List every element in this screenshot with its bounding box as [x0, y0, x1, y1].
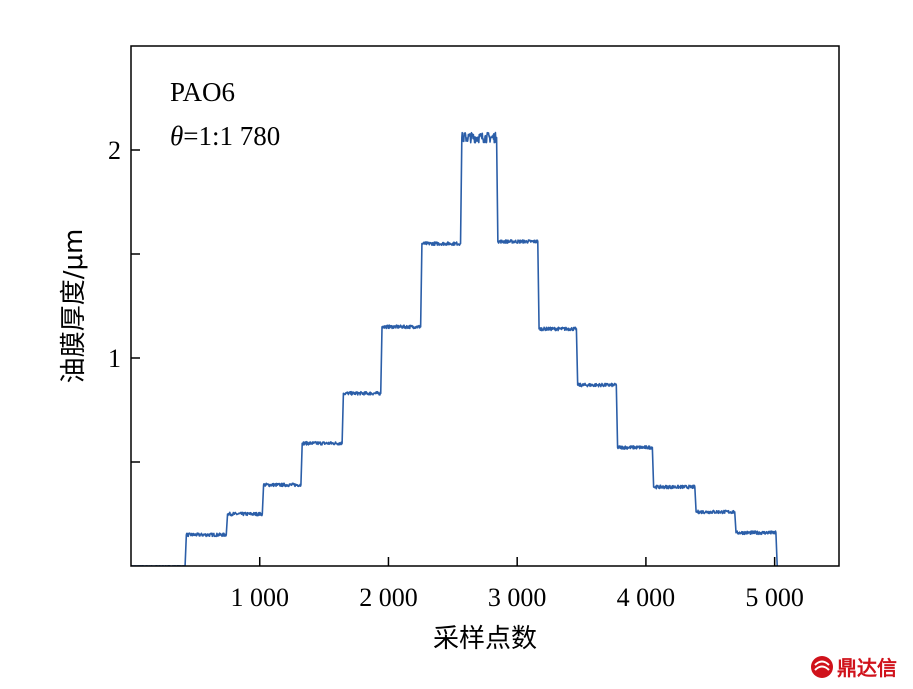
- x-tick-label: 3 000: [488, 583, 547, 612]
- watermark-text: 鼎达信: [837, 656, 897, 680]
- y-axis-label: 油膜厚度/μm: [59, 229, 89, 384]
- watermark: 鼎达信: [811, 656, 897, 680]
- series-line: [131, 131, 779, 566]
- x-tick-label: 1 000: [230, 583, 289, 612]
- x-tick-label: 2 000: [359, 583, 418, 612]
- annotation-sample: PAO6: [170, 77, 235, 107]
- y-tick-label: 2: [108, 136, 121, 165]
- x-tick-label: 4 000: [617, 583, 676, 612]
- x-tick-label: 5 000: [745, 583, 804, 612]
- x-axis: 1 000 2 000 3 000 4 000 5 000: [230, 557, 804, 612]
- ddx-logo-icon: [811, 656, 833, 678]
- plot-area: [131, 131, 779, 566]
- annotation-ratio: θ=1:1 780: [170, 121, 280, 151]
- y-axis: 12: [108, 136, 140, 463]
- x-axis-label: 采样点数: [433, 624, 537, 654]
- plot-frame: [130, 45, 840, 567]
- y-tick-label: 1: [108, 344, 121, 373]
